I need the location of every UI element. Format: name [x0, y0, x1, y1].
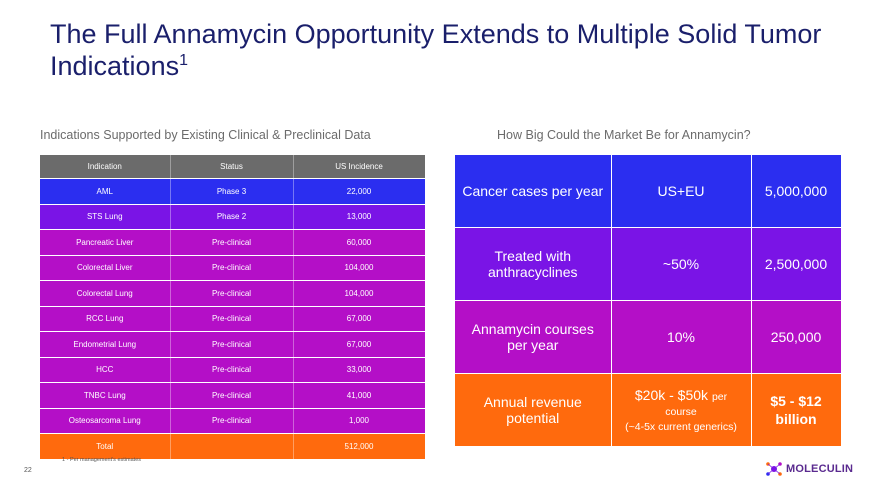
table-row: AML Phase 3 22,000 — [40, 178, 426, 205]
market-value-cell: 2,500,000 — [751, 227, 842, 301]
revenue-value-unit: billion — [775, 411, 817, 427]
indication-cell: HCC — [40, 357, 171, 383]
revenue-value-range: $5 - $12 — [770, 393, 822, 409]
incidence-cell: 67,000 — [293, 331, 426, 358]
status-cell: Pre-clinical — [170, 280, 294, 307]
total-row: Total 512,000 — [40, 433, 426, 460]
price-per: per — [711, 390, 728, 403]
company-logo: MOLECULIN — [764, 458, 864, 480]
market-value-cell: 5,000,000 — [751, 155, 842, 228]
table-row: Pancreatic Liver Pre-clinical 60,000 — [40, 229, 426, 256]
incidence-cell: 41,000 — [293, 382, 426, 409]
indication-cell: Osteosarcoma Lung — [40, 408, 171, 434]
table-row: HCC Pre-clinical 33,000 — [40, 357, 426, 383]
table-row: TNBC Lung Pre-clinical 41,000 — [40, 382, 426, 409]
column-header-incidence: US Incidence — [293, 155, 426, 179]
total-label-cell: Total — [40, 433, 171, 460]
title-footnote-marker: 1 — [179, 52, 188, 69]
column-header-indication: Indication — [40, 155, 171, 179]
indication-cell: AML — [40, 178, 171, 205]
incidence-cell: 104,000 — [293, 255, 426, 281]
revenue-value-cell: $5 - $12 billion — [751, 373, 842, 447]
indication-cell: STS Lung — [40, 204, 171, 230]
revenue-row: Annual revenue potential $20k - $50k per c… — [455, 373, 842, 447]
revenue-basis-cell: $20k - $50k per course (~4-5x current gene… — [611, 373, 752, 447]
market-basis-cell: US+EU — [611, 155, 752, 228]
incidence-cell: 67,000 — [293, 306, 426, 332]
table-row: Osteosarcoma Lung Pre-clinical 1,000 — [40, 408, 426, 434]
indication-cell: Colorectal Lung — [40, 280, 171, 307]
table-row: STS Lung Phase 2 13,000 — [40, 204, 426, 230]
market-label-cell: Treated with anthracyclines — [455, 227, 612, 301]
status-cell: Pre-clinical — [170, 382, 294, 409]
indication-cell: Pancreatic Liver — [40, 229, 171, 256]
status-cell: Pre-clinical — [170, 306, 294, 332]
status-cell: Phase 3 — [170, 178, 294, 205]
table-row: Endometrial Lung Pre-clinical 67,000 — [40, 331, 426, 358]
indication-cell: Endometrial Lung — [40, 331, 171, 358]
market-row: Treated with anthracyclines ~50% 2,500,000 — [455, 227, 842, 301]
status-cell: Pre-clinical — [170, 229, 294, 256]
indications-table-header: Indication Status US Incidence — [40, 155, 426, 179]
price-range: $20k - $50k — [634, 386, 709, 403]
logo-text: MOLECULIN — [786, 463, 854, 475]
table-row: Colorectal Lung Pre-clinical 104,000 — [40, 280, 426, 307]
incidence-cell: 104,000 — [293, 280, 426, 307]
market-row: Annamycin courses per year 10% 250,000 — [455, 300, 842, 374]
market-basis-cell: ~50% — [611, 227, 752, 301]
market-row: Cancer cases per year US+EU 5,000,000 — [455, 155, 842, 228]
footnote: 1 - Per management's estimates — [62, 457, 142, 463]
table-row: RCC Lung Pre-clinical 67,000 — [40, 306, 426, 332]
incidence-cell: 1,000 — [293, 408, 426, 434]
status-cell: Pre-clinical — [170, 357, 294, 383]
right-panel-heading: How Big Could the Market Be for Annamyci… — [497, 128, 751, 142]
market-size-table: Cancer cases per year US+EU 5,000,000 Treat… — [455, 155, 842, 447]
slide-title: The Full Annamycin Opportunity Extends t… — [50, 18, 840, 82]
slide-title-text: The Full Annamycin Opportunity Extends t… — [50, 19, 822, 81]
status-cell: Pre-clinical — [170, 331, 294, 358]
status-cell: Pre-clinical — [170, 255, 294, 281]
market-basis-cell: 10% — [611, 300, 752, 374]
indication-cell: RCC Lung — [40, 306, 171, 332]
total-status-cell — [170, 433, 294, 460]
total-incidence-cell: 512,000 — [293, 433, 426, 460]
table-row: Colorectal Liver Pre-clinical 104,000 — [40, 255, 426, 281]
price-course: course — [665, 405, 697, 418]
market-label-cell: Annamycin courses per year — [455, 300, 612, 374]
status-cell: Pre-clinical — [170, 408, 294, 434]
molecule-logo-icon — [766, 462, 782, 476]
indication-cell: Colorectal Liver — [40, 255, 171, 281]
revenue-label-cell: Annual revenue potential — [455, 373, 612, 447]
indications-table: Indication Status US Incidence AML Phase … — [40, 155, 426, 460]
market-label-cell: Cancer cases per year — [455, 155, 612, 228]
incidence-cell: 13,000 — [293, 204, 426, 230]
market-value-cell: 250,000 — [751, 300, 842, 374]
generics-note: (~4-5x current generics) — [625, 420, 737, 433]
column-header-status: Status — [170, 155, 294, 179]
left-panel-heading: Indications Supported by Existing Clinic… — [40, 128, 371, 142]
incidence-cell: 22,000 — [293, 178, 426, 205]
indication-cell: TNBC Lung — [40, 382, 171, 409]
page-number: 22 — [24, 467, 32, 474]
incidence-cell: 33,000 — [293, 357, 426, 383]
incidence-cell: 60,000 — [293, 229, 426, 256]
status-cell: Phase 2 — [170, 204, 294, 230]
